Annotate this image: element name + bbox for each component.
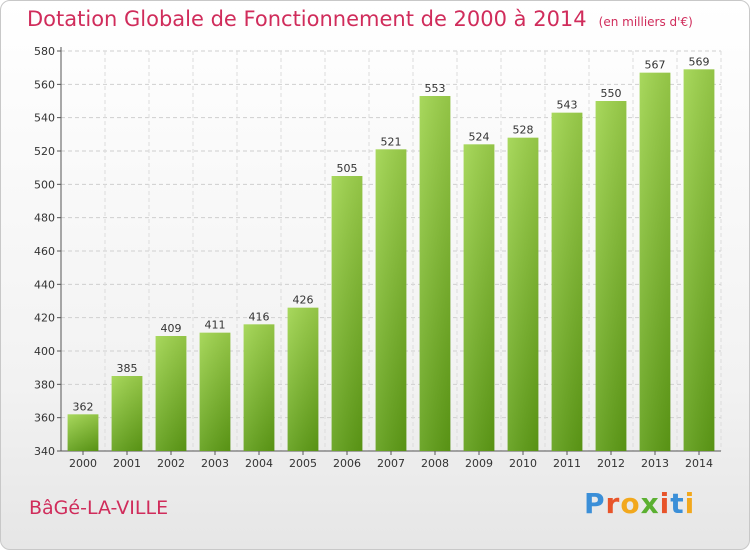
data-label: 543 bbox=[557, 99, 578, 112]
x-tick-label: 2010 bbox=[509, 457, 537, 470]
data-label: 521 bbox=[381, 135, 402, 148]
bar-shade bbox=[551, 112, 583, 452]
bar-shade bbox=[419, 96, 451, 451]
x-tick-label: 2001 bbox=[113, 457, 141, 470]
x-tick-label: 2013 bbox=[641, 457, 669, 470]
y-tick-label: 580 bbox=[34, 45, 55, 58]
y-tick-label: 400 bbox=[34, 345, 55, 358]
logo-letter: r bbox=[605, 487, 621, 520]
y-tick-label: 560 bbox=[34, 78, 55, 91]
logo-letter: x bbox=[640, 487, 660, 520]
data-label: 409 bbox=[161, 322, 182, 335]
x-tick-label: 2006 bbox=[333, 457, 361, 470]
logo-letter: i bbox=[684, 487, 696, 520]
data-label: 569 bbox=[689, 55, 710, 68]
bar-shade bbox=[67, 414, 99, 451]
bar-shade bbox=[199, 332, 231, 451]
bar-shade bbox=[243, 324, 275, 451]
y-tick-label: 440 bbox=[34, 278, 55, 291]
data-label: 385 bbox=[117, 362, 138, 375]
chart-unit: (en milliers d'€) bbox=[598, 15, 693, 29]
label-layer: 362 2000 385 2001 409 2002 411 2003 416 2004 426 20… bbox=[69, 55, 713, 470]
data-label: 524 bbox=[469, 130, 490, 143]
data-label: 416 bbox=[249, 310, 270, 323]
data-label: 550 bbox=[601, 87, 622, 100]
x-tick-label: 2012 bbox=[597, 457, 625, 470]
title-line: Dotation Globale de Fonctionnement de 20… bbox=[27, 7, 693, 31]
commune-name: BâGé-LA-VILLE bbox=[29, 497, 169, 519]
y-tick-label: 460 bbox=[34, 245, 55, 258]
bar-shade bbox=[507, 137, 539, 451]
logo-letter: i bbox=[659, 487, 671, 520]
bar-shade bbox=[375, 149, 407, 452]
logo-letter: t bbox=[670, 487, 685, 520]
y-tick-label: 360 bbox=[34, 412, 55, 425]
chart-title: Dotation Globale de Fonctionnement de 20… bbox=[27, 7, 587, 31]
logo-letter: P bbox=[584, 487, 606, 520]
data-label: 505 bbox=[337, 162, 358, 175]
y-tick-label: 340 bbox=[34, 445, 55, 458]
y-tick-label: 520 bbox=[34, 145, 55, 158]
data-label: 553 bbox=[425, 82, 446, 95]
bar-shade bbox=[155, 336, 187, 451]
data-label: 567 bbox=[645, 59, 666, 72]
bar-layer bbox=[67, 69, 715, 452]
y-tick-label: 540 bbox=[34, 112, 55, 125]
bar-shade bbox=[331, 176, 363, 451]
data-label: 528 bbox=[513, 124, 534, 137]
x-tick-label: 2004 bbox=[245, 457, 273, 470]
x-tick-label: 2003 bbox=[201, 457, 229, 470]
bar-shade bbox=[111, 376, 143, 451]
y-tick-label: 420 bbox=[34, 312, 55, 325]
logo-letter: o bbox=[620, 487, 641, 520]
proxiti-logo: Proxiti bbox=[584, 487, 695, 520]
bar-shade bbox=[639, 72, 671, 452]
x-tick-label: 2014 bbox=[685, 457, 713, 470]
x-tick-label: 2000 bbox=[69, 457, 97, 470]
bar-shade bbox=[287, 307, 319, 451]
y-tick-label: 500 bbox=[34, 178, 55, 191]
x-tick-label: 2002 bbox=[157, 457, 185, 470]
x-tick-label: 2011 bbox=[553, 457, 581, 470]
bar-shade bbox=[683, 69, 715, 451]
x-tick-label: 2008 bbox=[421, 457, 449, 470]
x-tick-label: 2009 bbox=[465, 457, 493, 470]
bar-shade bbox=[463, 144, 495, 452]
x-tick-label: 2005 bbox=[289, 457, 317, 470]
data-label: 426 bbox=[293, 294, 314, 307]
y-tick-label: 380 bbox=[34, 378, 55, 391]
data-label: 362 bbox=[73, 400, 94, 413]
y-tick-label: 480 bbox=[34, 212, 55, 225]
bar-shade bbox=[595, 101, 627, 451]
data-label: 411 bbox=[205, 319, 226, 332]
x-tick-label: 2007 bbox=[377, 457, 405, 470]
